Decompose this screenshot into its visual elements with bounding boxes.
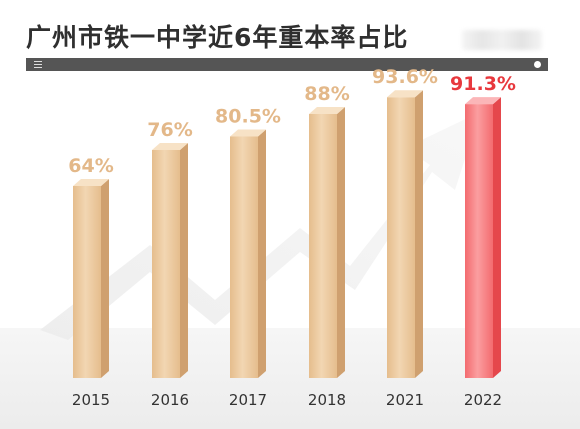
- category-label-2017: 2017: [229, 391, 267, 409]
- bar-side: [101, 179, 109, 378]
- bar-front: [230, 136, 258, 378]
- bar-side: [415, 90, 423, 378]
- bar-front: [465, 104, 493, 378]
- title-underline-bar: [26, 58, 548, 71]
- bar-side: [337, 107, 345, 378]
- bar-2021: [387, 90, 423, 378]
- dot-icon: [534, 61, 541, 68]
- value-label-2018: 88%: [304, 83, 349, 105]
- bar-side: [258, 129, 266, 378]
- value-label-2015: 64%: [68, 155, 113, 177]
- bar-top: [73, 179, 109, 186]
- bar-front: [309, 114, 337, 378]
- category-label-2016: 2016: [151, 391, 189, 409]
- bar-top: [387, 90, 423, 98]
- value-label-2021: 93.6%: [372, 66, 438, 88]
- bar-top: [152, 143, 188, 150]
- bar-2015: [73, 179, 109, 378]
- bar-front: [387, 97, 415, 378]
- bar-2016: [152, 143, 188, 378]
- bar-top: [465, 97, 501, 105]
- bar-top: [309, 107, 345, 114]
- category-label-2018: 2018: [308, 391, 346, 409]
- category-label-2015: 2015: [72, 391, 110, 409]
- blurred-watermark: [462, 30, 542, 50]
- bar-2022: [465, 97, 501, 378]
- category-label-2022: 2022: [464, 391, 502, 409]
- bar-side: [493, 97, 501, 378]
- value-label-2016: 76%: [147, 119, 192, 141]
- chart-title: 广州市铁一中学近6年重本率占比: [26, 23, 409, 52]
- value-label-2017: 80.5%: [215, 106, 281, 128]
- category-label-2021: 2021: [386, 391, 424, 409]
- value-label-2022: 91.3%: [450, 73, 516, 95]
- bar-front: [73, 186, 101, 378]
- bar-side: [180, 143, 188, 378]
- bar-top: [230, 129, 266, 137]
- bar-2018: [309, 107, 345, 378]
- bar-front: [152, 150, 180, 378]
- menu-lines-icon: [34, 61, 42, 68]
- bar-2017: [230, 129, 266, 378]
